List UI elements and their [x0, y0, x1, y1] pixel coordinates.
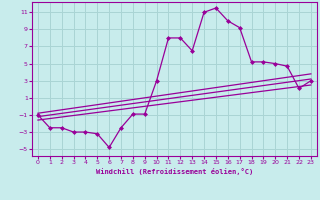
- X-axis label: Windchill (Refroidissement éolien,°C): Windchill (Refroidissement éolien,°C): [96, 168, 253, 175]
